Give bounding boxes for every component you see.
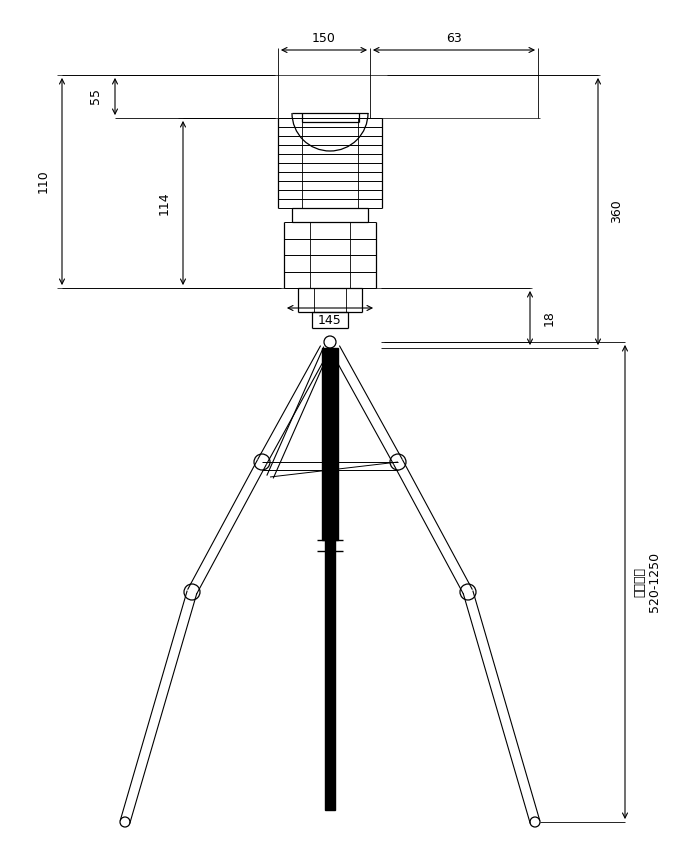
Polygon shape bbox=[322, 348, 338, 540]
Text: 63: 63 bbox=[446, 33, 462, 46]
Text: 伸缩范围
520-1250: 伸缩范围 520-1250 bbox=[633, 552, 661, 612]
Polygon shape bbox=[325, 540, 335, 810]
Text: 150: 150 bbox=[312, 33, 336, 46]
Text: 110: 110 bbox=[37, 169, 49, 194]
Text: 55: 55 bbox=[89, 88, 102, 105]
Text: 18: 18 bbox=[542, 310, 555, 326]
Text: 114: 114 bbox=[157, 191, 170, 215]
Text: 360: 360 bbox=[610, 200, 624, 224]
Text: 145: 145 bbox=[318, 314, 342, 327]
